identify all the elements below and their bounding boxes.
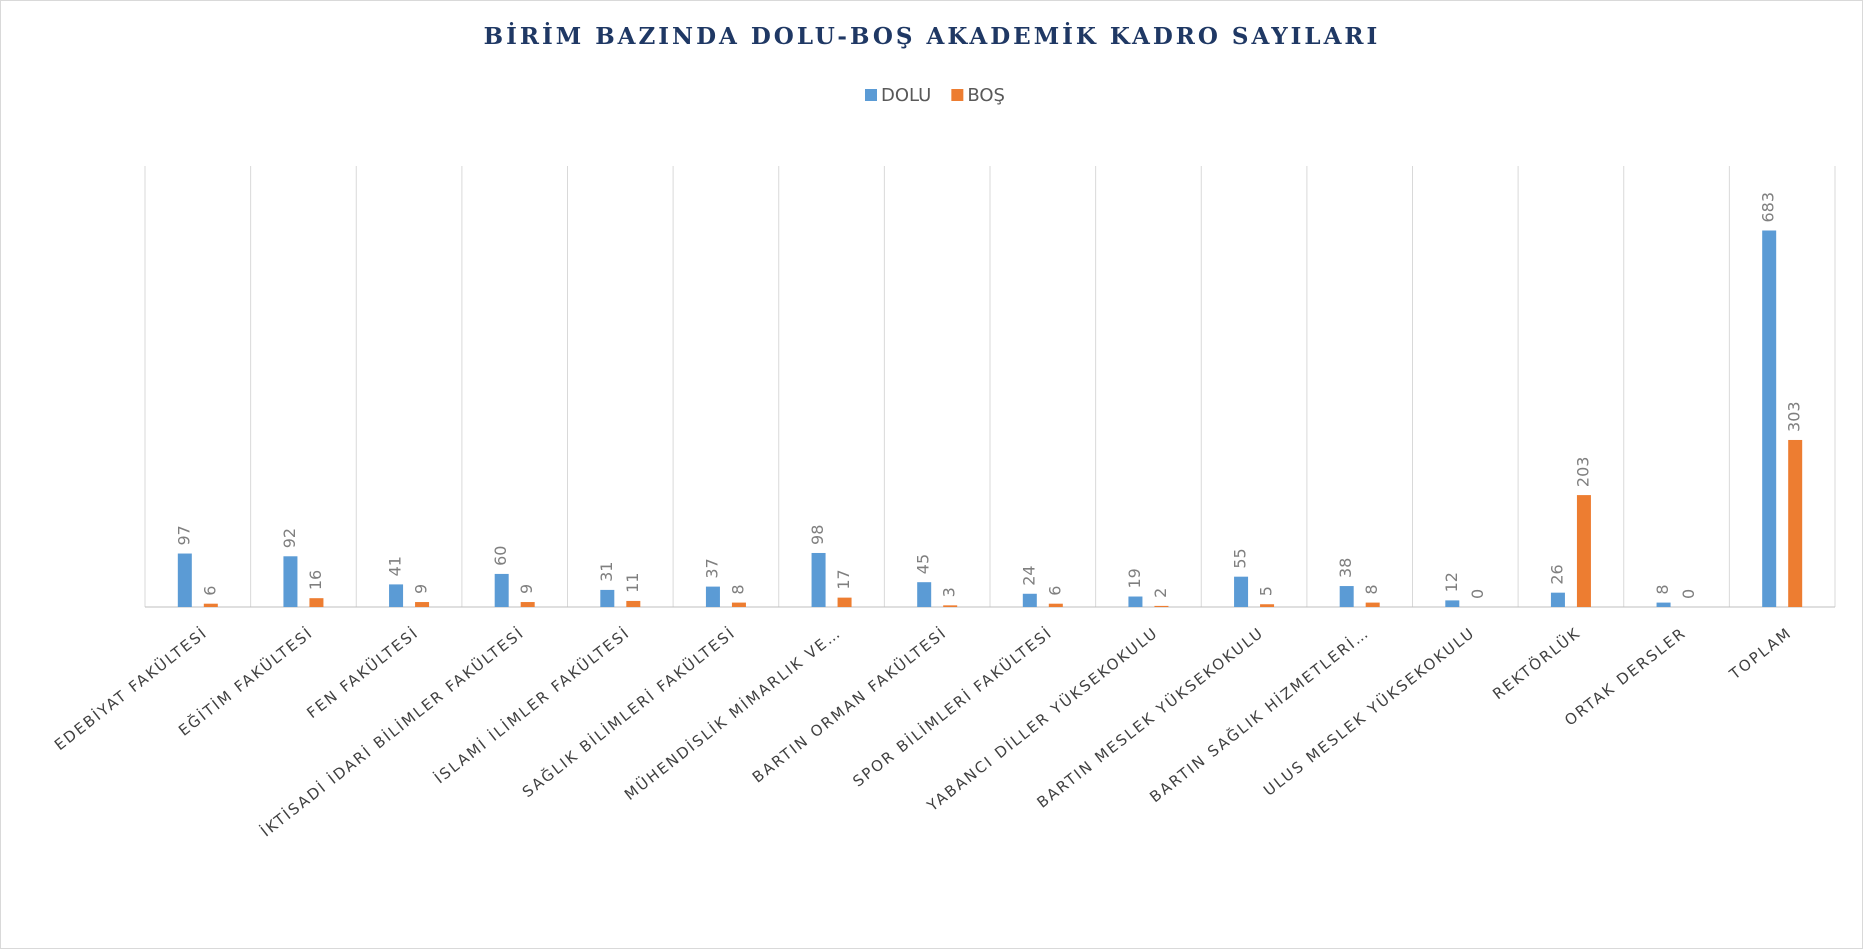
data-label: 2 bbox=[1151, 588, 1170, 598]
bar bbox=[1234, 576, 1249, 607]
data-label: 60 bbox=[491, 546, 510, 566]
data-label: 6 bbox=[200, 586, 219, 596]
bar bbox=[203, 603, 218, 607]
bar bbox=[1576, 495, 1591, 607]
bar bbox=[1260, 604, 1275, 607]
data-label: 37 bbox=[702, 558, 721, 578]
data-label: 6 bbox=[1045, 586, 1064, 596]
bar bbox=[1656, 602, 1671, 607]
bar bbox=[520, 602, 535, 607]
chart-title: BİRİM BAZINDA DOLU-BOŞ AKADEMİK KADRO SA… bbox=[484, 22, 1381, 50]
bar bbox=[1445, 600, 1460, 607]
bar bbox=[415, 602, 430, 607]
data-label: 38 bbox=[1336, 558, 1355, 578]
legend-label: BOŞ bbox=[967, 85, 1005, 106]
data-label: 11 bbox=[623, 573, 642, 593]
data-label: 92 bbox=[280, 528, 299, 548]
bar bbox=[1339, 586, 1354, 607]
data-label: 0 bbox=[1468, 589, 1487, 599]
data-label: 8 bbox=[1653, 584, 1672, 594]
bar bbox=[283, 556, 298, 607]
bar bbox=[1022, 593, 1037, 607]
bar bbox=[309, 598, 324, 607]
bar bbox=[1048, 603, 1063, 607]
data-label: 19 bbox=[1125, 568, 1144, 588]
data-label: 24 bbox=[1019, 565, 1038, 585]
data-label: 8 bbox=[728, 584, 747, 594]
data-label: 9 bbox=[412, 584, 431, 594]
data-label: 41 bbox=[386, 556, 405, 576]
bar bbox=[1128, 596, 1143, 607]
bar bbox=[731, 602, 746, 607]
data-label: 31 bbox=[597, 562, 616, 582]
data-label: 98 bbox=[808, 525, 827, 545]
bar bbox=[917, 582, 932, 607]
data-label: 17 bbox=[834, 569, 853, 589]
data-label: 5 bbox=[1257, 586, 1276, 596]
bar bbox=[389, 584, 404, 607]
data-label: 12 bbox=[1442, 572, 1461, 592]
data-label: 3 bbox=[940, 587, 959, 597]
data-label: 9 bbox=[517, 584, 536, 594]
bar bbox=[494, 573, 509, 607]
bar bbox=[600, 589, 615, 607]
bar bbox=[943, 605, 958, 607]
data-label: 303 bbox=[1785, 401, 1804, 432]
data-label: 16 bbox=[306, 570, 325, 590]
bar bbox=[1788, 439, 1803, 607]
legend-swatch bbox=[951, 89, 964, 101]
data-label: 683 bbox=[1759, 192, 1778, 223]
data-label: 97 bbox=[174, 525, 193, 545]
bar bbox=[705, 586, 720, 607]
bar bbox=[1154, 605, 1169, 607]
data-label: 26 bbox=[1547, 564, 1566, 584]
data-label: 45 bbox=[914, 554, 933, 574]
legend-swatch bbox=[865, 89, 877, 101]
data-label: 203 bbox=[1573, 457, 1592, 488]
bar bbox=[1762, 230, 1777, 607]
legend-label: DOLU bbox=[881, 85, 931, 106]
bar bbox=[1365, 602, 1380, 607]
data-label: 0 bbox=[1679, 589, 1698, 599]
bar bbox=[811, 552, 826, 607]
bar bbox=[837, 597, 852, 607]
bar bbox=[626, 600, 641, 607]
data-label: 55 bbox=[1231, 548, 1250, 568]
bar bbox=[177, 553, 192, 607]
data-label: 8 bbox=[1362, 584, 1381, 594]
bar bbox=[1550, 592, 1565, 607]
